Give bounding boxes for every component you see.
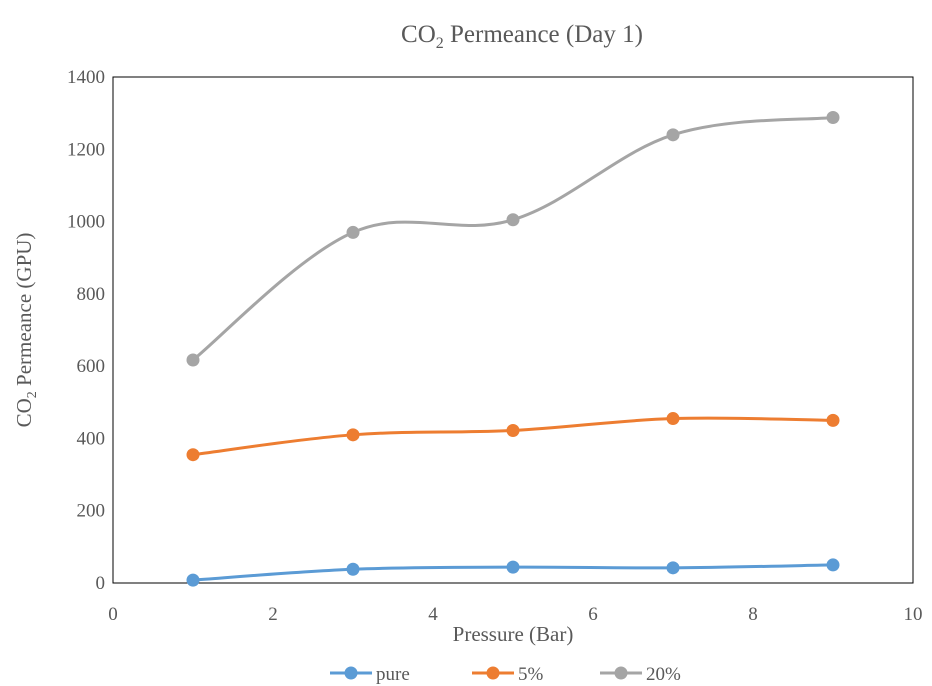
y-axis-ticks: 0 200 400 600 800 1000 1200 1400 <box>67 67 105 594</box>
legend: pure 5% 20% <box>330 664 681 685</box>
x-tick-label: 6 <box>588 604 598 625</box>
chart-title-main: CO <box>401 21 436 48</box>
data-point <box>186 448 200 462</box>
y-tick-label: 600 <box>77 356 106 377</box>
legend-item: pure <box>330 664 410 685</box>
data-point <box>506 213 520 227</box>
chart-title-sub: 2 <box>436 35 444 52</box>
chart-title-rest: Permeance (Day 1) <box>444 21 643 48</box>
chart-title: CO2 Permeance (Day 1) <box>401 21 643 52</box>
y-axis-label: CO2 Permeance (GPU) <box>12 233 40 428</box>
series-0 <box>186 558 840 587</box>
series-1 <box>186 412 840 462</box>
x-tick-label: 8 <box>748 604 758 625</box>
series-line <box>191 115 835 362</box>
y-axis-label-rest: Permeance (GPU) <box>12 233 36 392</box>
y-tick-label: 0 <box>96 573 106 594</box>
y-axis-label-sub: 2 <box>25 391 40 398</box>
y-tick-label: 1200 <box>67 139 105 160</box>
x-axis-label: Pressure (Bar) <box>453 622 574 646</box>
data-point <box>666 128 680 142</box>
data-point <box>186 573 200 587</box>
legend-item: 20% <box>600 664 681 685</box>
y-tick-label: 400 <box>77 428 106 449</box>
x-axis-ticks: 0 2 4 6 8 10 <box>108 604 922 625</box>
legend-marker <box>486 666 500 680</box>
series-layer <box>186 110 840 587</box>
legend-label: 5% <box>518 664 544 685</box>
x-tick-label: 0 <box>108 604 118 625</box>
data-point <box>346 225 360 239</box>
plot-frame <box>112 76 914 584</box>
data-point <box>826 110 840 124</box>
data-point <box>506 423 520 437</box>
data-point <box>826 558 840 572</box>
legend-marker <box>344 666 358 680</box>
legend-item: 5% <box>472 664 544 685</box>
data-point <box>666 561 680 575</box>
legend-label: pure <box>376 664 410 685</box>
series-2 <box>186 110 840 367</box>
y-axis-label-main: CO <box>12 398 36 427</box>
legend-label: 20% <box>646 664 681 685</box>
y-tick-label: 800 <box>77 284 106 305</box>
x-tick-label: 2 <box>268 604 278 625</box>
y-tick-label: 1400 <box>67 67 105 88</box>
plot-area <box>112 76 914 584</box>
data-point <box>346 562 360 576</box>
x-tick-label: 10 <box>904 604 923 625</box>
data-point <box>506 560 520 574</box>
y-tick-label: 200 <box>77 501 106 522</box>
y-tick-label: 1000 <box>67 212 105 233</box>
data-point <box>666 412 680 426</box>
data-point <box>826 413 840 427</box>
data-point <box>186 353 200 367</box>
x-tick-label: 4 <box>428 604 438 625</box>
data-point <box>346 428 360 442</box>
legend-marker <box>614 666 628 680</box>
